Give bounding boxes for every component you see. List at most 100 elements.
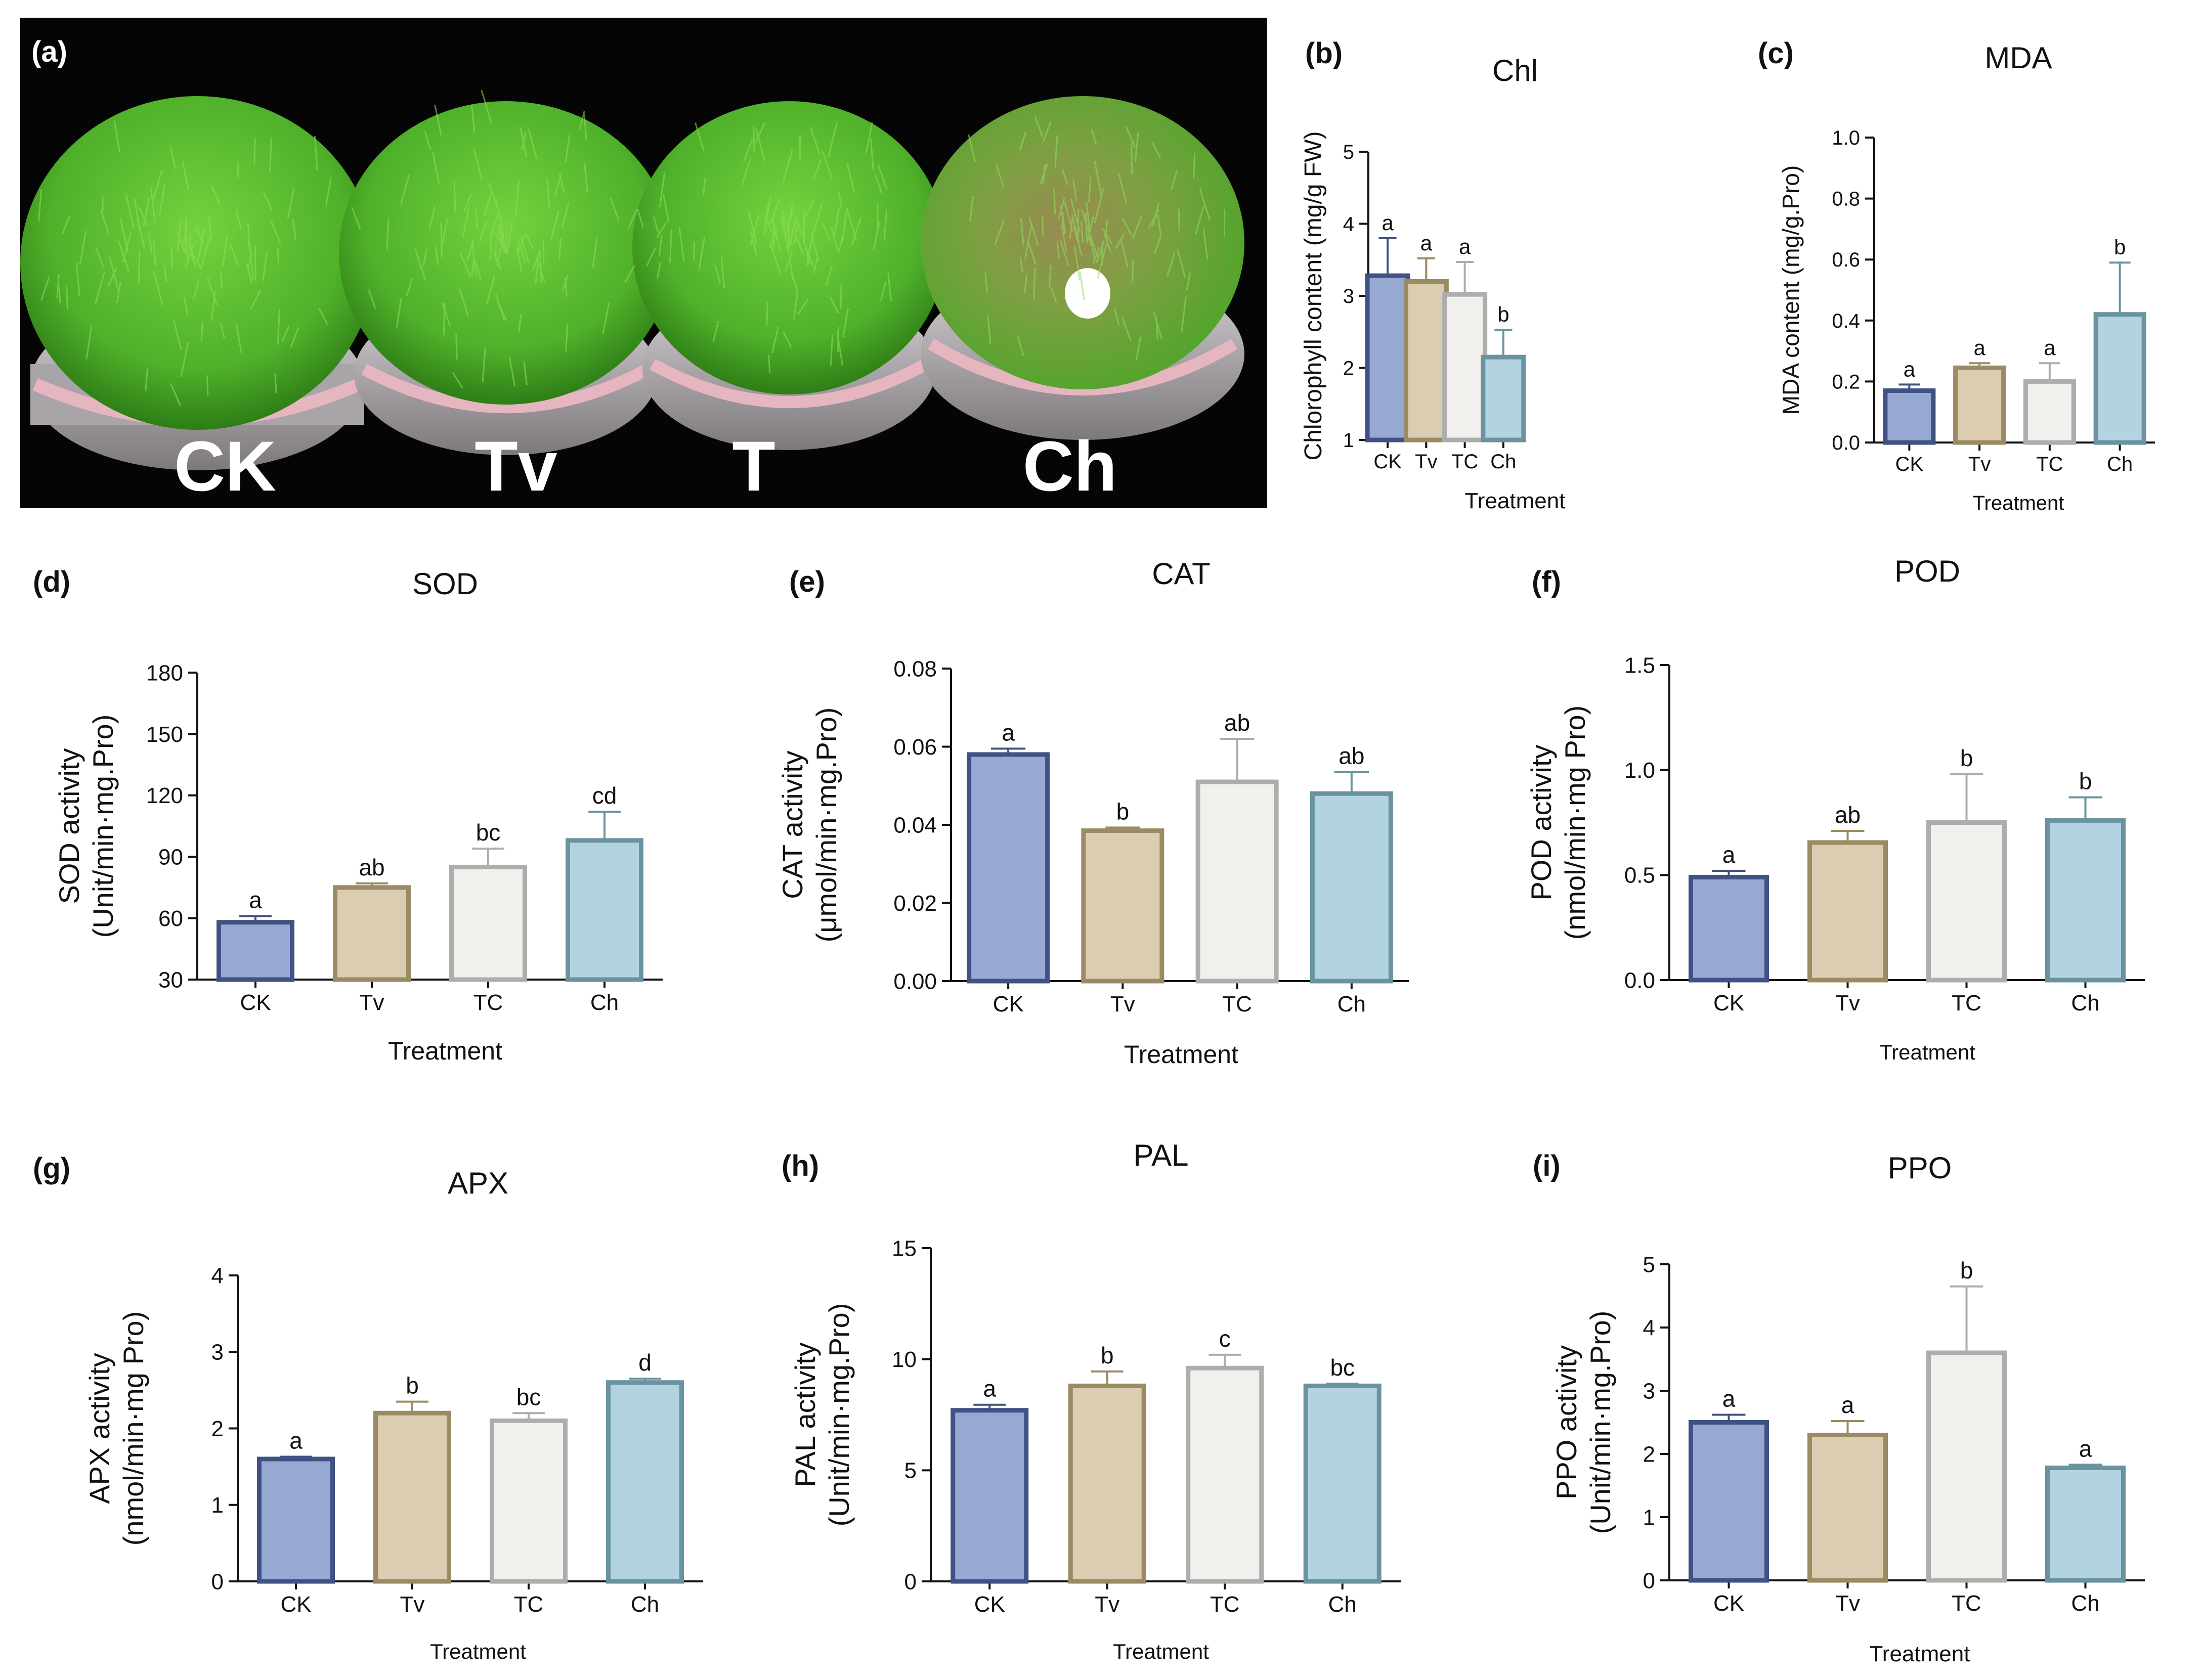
y-axis-label: (μmol/min·mg.Pro) xyxy=(810,708,842,943)
grass-blade xyxy=(1103,233,1112,253)
grass-blade xyxy=(40,277,50,301)
grass-blade xyxy=(107,268,117,286)
x-axis-label: Treatment xyxy=(1879,1040,1975,1064)
grass-blade xyxy=(396,298,402,328)
chart-g: (g) APX 0 1 2 3 4 CK a Tv b TC bc Ch d APX activity (nmo… xyxy=(33,1152,703,1663)
grass-blade xyxy=(846,162,855,194)
grass-blade xyxy=(768,355,771,374)
grass-blade xyxy=(277,309,281,344)
grass-blade xyxy=(113,120,121,153)
grass-blade xyxy=(703,178,706,195)
grass-blade xyxy=(578,111,585,131)
grass-blade xyxy=(1085,212,1088,243)
grass-blade xyxy=(1121,218,1133,236)
grass-blade xyxy=(750,215,759,246)
grass-blade xyxy=(292,219,297,242)
grass-blade xyxy=(247,252,252,269)
panel-label-e: (e) xyxy=(789,565,825,598)
grass-blade xyxy=(846,208,857,241)
grass-blade xyxy=(561,203,570,228)
grass-blade xyxy=(1132,215,1142,239)
bar-ck xyxy=(967,752,1050,984)
grass-blade xyxy=(1072,225,1083,257)
grass-blade xyxy=(1048,265,1052,288)
grass-blade xyxy=(1073,246,1081,280)
grass-blade xyxy=(508,357,516,387)
grass-blade xyxy=(95,247,105,269)
grass-blade xyxy=(471,241,477,276)
grass-blade xyxy=(94,271,106,305)
grass-blade xyxy=(1088,176,1092,202)
y-axis-label: (nmol/min·mg Pro) xyxy=(1559,705,1591,940)
grass-blade xyxy=(1091,128,1097,145)
significance-label: ab xyxy=(359,854,384,880)
grass-blade xyxy=(525,233,534,249)
grass-blade xyxy=(125,193,135,230)
grass-blade xyxy=(627,208,638,230)
grass-blade xyxy=(145,368,149,391)
grass-blade xyxy=(1034,115,1044,138)
grass-blade xyxy=(1024,224,1032,260)
grass-blade xyxy=(197,228,205,264)
chart-i: (i) PPO 0 1 2 3 4 5 CK a Tv a TC b Ch a PPO activity (Uni… xyxy=(1533,1150,2145,1666)
significance-label: b xyxy=(1960,1257,1973,1284)
bar-ck xyxy=(1365,273,1410,443)
x-tick-label: TC xyxy=(1222,992,1252,1016)
grass-blade xyxy=(474,261,482,281)
x-tick-label: TC xyxy=(1451,451,1478,473)
grass-blade xyxy=(274,373,277,393)
grass-blade xyxy=(1092,247,1100,264)
grass-blade xyxy=(482,347,486,383)
grass-blade xyxy=(870,139,874,170)
grass-blade xyxy=(1059,240,1069,266)
bar-tc xyxy=(490,1418,568,1584)
grass-blade xyxy=(791,271,799,294)
grass-blade xyxy=(1199,188,1211,221)
grass-blade xyxy=(185,236,196,267)
grass-blade xyxy=(554,173,562,197)
grass-blade xyxy=(137,217,146,249)
significance-label: a xyxy=(1973,336,1985,360)
grass-blade xyxy=(148,233,153,254)
significance-label: c xyxy=(1219,1325,1231,1352)
bar-tv xyxy=(373,1410,451,1584)
bar-ch xyxy=(2093,312,2146,445)
bar-ch xyxy=(2045,1466,2126,1583)
grass-blade xyxy=(714,265,721,284)
bar-ck xyxy=(1689,874,1769,983)
grass-blade xyxy=(143,198,150,227)
grass-blade xyxy=(678,227,685,262)
grass-blade xyxy=(290,326,300,348)
x-axis-label: Treatment xyxy=(1870,1642,1970,1666)
grass-blade xyxy=(517,234,526,251)
grass-blade xyxy=(486,275,496,305)
grass-blade xyxy=(495,233,506,252)
grass-blade xyxy=(769,199,781,225)
grass-blade xyxy=(834,207,840,234)
bar-tv xyxy=(1081,828,1164,984)
grass-blade xyxy=(1079,272,1085,300)
x-tick-label: TC xyxy=(473,990,503,1015)
grass-blade xyxy=(1094,160,1102,196)
grass-blade xyxy=(163,266,167,282)
grass-blade xyxy=(505,228,508,250)
x-axis-label: Treatment xyxy=(1124,1040,1238,1069)
grass-blade xyxy=(172,320,182,350)
bar-ch xyxy=(2045,818,2126,983)
bar-tc xyxy=(1186,1365,1264,1584)
grass-blade xyxy=(874,173,883,195)
grass-blade xyxy=(424,131,431,150)
grass-blade xyxy=(222,237,228,267)
grass-blade xyxy=(406,278,413,296)
grass-blade xyxy=(1050,287,1057,303)
grass-blade xyxy=(602,302,610,335)
y-tick-label: 120 xyxy=(146,783,183,808)
grass-blade xyxy=(813,256,818,274)
panel-label-g: (g) xyxy=(33,1152,70,1185)
x-tick-label: CK xyxy=(1895,453,1924,475)
grass-blade xyxy=(539,249,542,283)
y-tick-label: 1 xyxy=(1643,1505,1655,1530)
grass-blade xyxy=(481,90,492,122)
significance-label: a xyxy=(1381,211,1394,235)
grass-blade xyxy=(159,184,166,215)
